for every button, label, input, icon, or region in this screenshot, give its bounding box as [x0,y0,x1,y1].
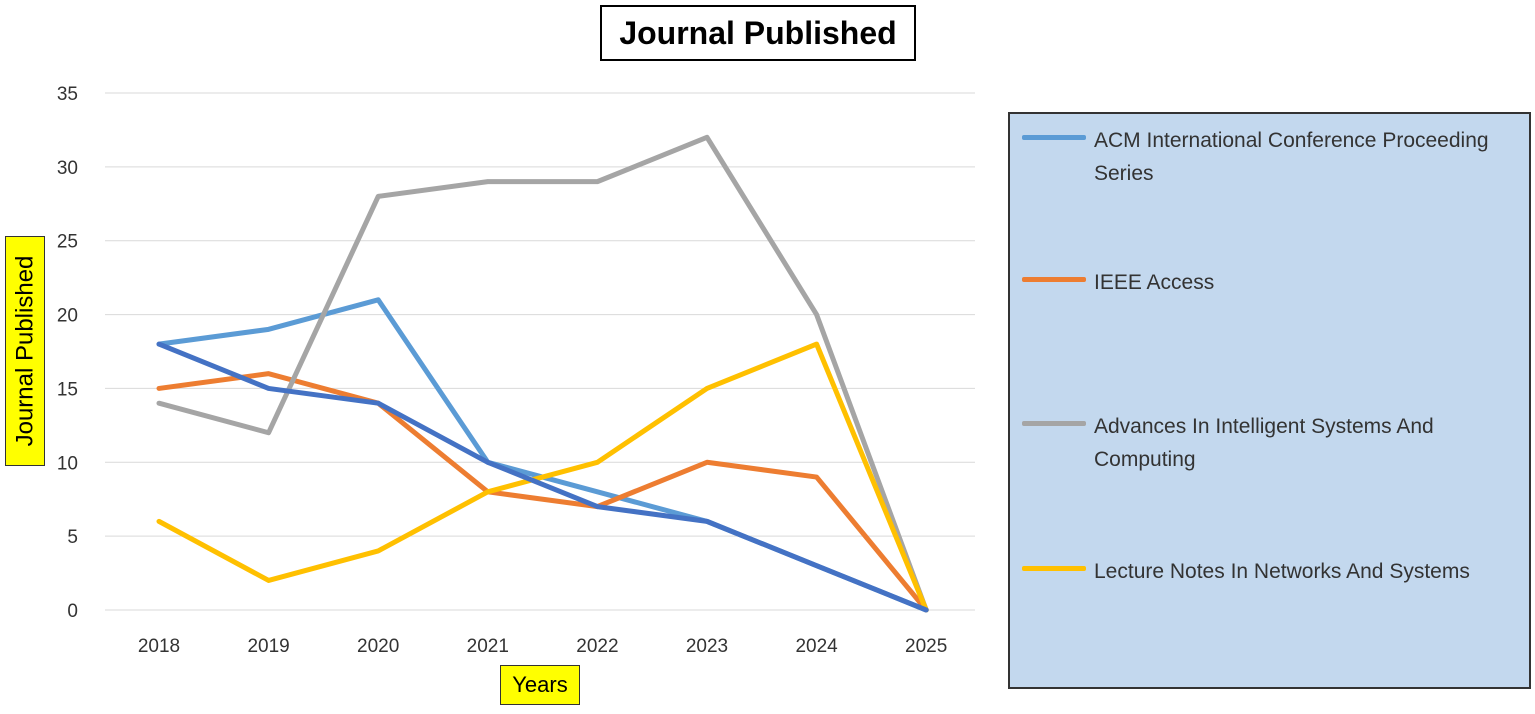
y-axis-label: Journal Published [11,255,39,447]
x-tick-label: 2023 [686,636,728,657]
x-tick-label: 2018 [138,636,180,657]
legend: ACM International Conference Proceeding … [1008,112,1531,689]
y-tick-label: 20 [57,306,78,327]
y-tick-label: 25 [57,232,78,253]
legend-swatch-lecture-notes [1022,566,1086,571]
legend-label-ieee: IEEE Access [1094,271,1215,294]
x-tick-label: 2022 [576,636,618,657]
y-tick-label: 30 [57,158,78,179]
series-line-4 [156,341,929,613]
x-tick-label: 2021 [467,636,509,657]
legend-label-lecture-notes: Lecture Notes In Networks And Systems [1094,560,1470,583]
y-tick-label: 35 [57,84,78,105]
x-tick-label: 2024 [795,636,838,657]
y-tick-label: 10 [57,453,78,474]
legend-swatch-ieee [1022,277,1086,282]
x-tick-label: 2020 [357,636,399,657]
series-line-1 [156,371,929,613]
x-tick-label: 2025 [905,636,947,657]
legend-swatch-acm [1022,135,1086,140]
series-line-3 [156,341,929,613]
gridlines [105,92,975,611]
y-axis-label-box: Journal Published [5,236,45,466]
x-tick-label: 2019 [247,636,289,657]
legend-swatch-advances [1022,421,1086,426]
chart-title: Journal Published [600,5,916,61]
x-axis-ticks: 2018 2019 2020 2021 2022 2023 2024 2025 [138,636,947,657]
legend-label-advances: Advances In Intelligent Systems And Comp… [1094,415,1434,471]
series-lines [156,134,929,613]
y-tick-label: 15 [57,379,78,400]
legend-label-acm: ACM International Conference Proceeding … [1094,129,1489,185]
y-axis-ticks: 0 5 10 15 20 25 30 35 [57,84,78,622]
x-axis-label: Years [500,665,580,705]
y-tick-label: 0 [67,601,78,622]
y-tick-label: 5 [67,527,78,548]
